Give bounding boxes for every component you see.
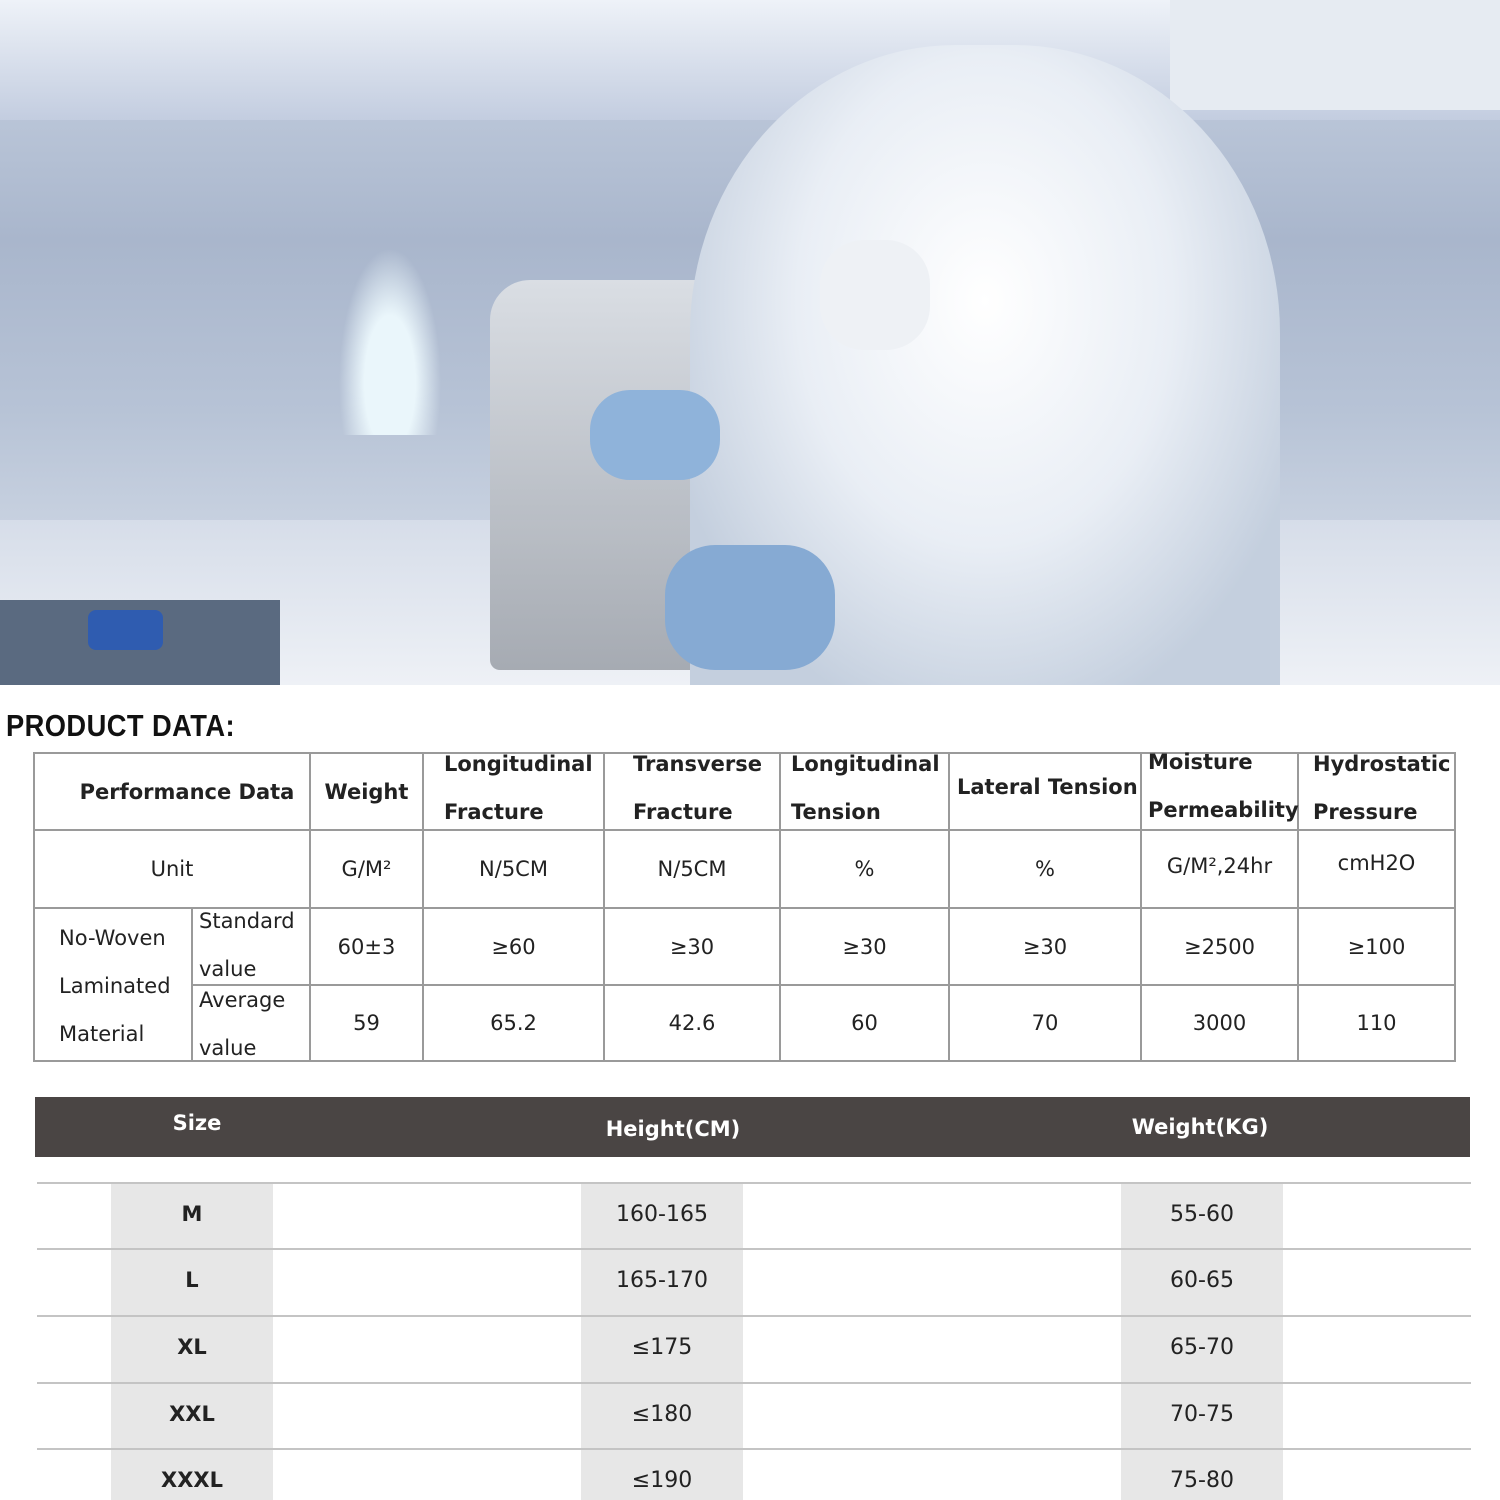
unit-transverse-fracture: N/5CM [657, 857, 727, 881]
row-divider [37, 1182, 1471, 1184]
unit-label: Unit [150, 857, 194, 881]
weight-cell: 55-60 [1170, 1202, 1234, 1227]
lab-photo [0, 0, 1500, 685]
header-size: Size [172, 1111, 222, 1135]
section-title: PRODUCT DATA: [6, 708, 235, 743]
row-label-standard: Standard value [199, 909, 295, 981]
height-cell: 165-170 [616, 1268, 708, 1293]
standard-transverse-fracture: ≥30 [669, 934, 715, 959]
size-cell: M [181, 1202, 203, 1226]
header-weight: Weight [324, 779, 409, 804]
standard-longitudinal-tension: ≥30 [842, 934, 887, 959]
standard-hydrostatic-pressure: ≥100 [1347, 934, 1406, 959]
header-lateral-tension: Lateral Tension [957, 774, 1138, 799]
weight-cell: 60-65 [1170, 1268, 1234, 1293]
weight-cell: 65-70 [1170, 1335, 1234, 1360]
average-longitudinal-fracture: 65.2 [490, 1011, 537, 1035]
height-cell: ≤175 [631, 1335, 693, 1360]
header-transverse-fracture: Transverse Fracture [633, 751, 763, 824]
performance-table: Performance Data Weight Longitudinal Fra… [33, 750, 1456, 1062]
unit-longitudinal-fracture: N/5CM [479, 857, 548, 881]
row-label-average: Average value [199, 988, 286, 1060]
header-hydrostatic-pressure: Hydrostatic Pressure [1313, 751, 1451, 824]
standard-longitudinal-fracture: ≥60 [491, 934, 536, 959]
height-cell: 160-165 [616, 1202, 708, 1227]
header-longitudinal-fracture: Longitudinal Fracture [444, 751, 593, 824]
unit-hydrostatic-pressure: cmH2O [1337, 851, 1416, 875]
header-weight-kg: Weight(KG) [1131, 1115, 1269, 1139]
height-cell: ≤190 [631, 1468, 693, 1493]
height-column-bg [581, 1184, 743, 1500]
average-transverse-fracture: 42.6 [668, 1011, 716, 1035]
weight-cell: 70-75 [1170, 1402, 1234, 1427]
unit-moisture-permeability: G/M²,24hr [1166, 854, 1273, 878]
size-cell: XXL [169, 1402, 215, 1426]
size-cell: L [185, 1268, 199, 1292]
unit-weight: G/M² [341, 857, 392, 881]
row-divider [37, 1315, 1471, 1317]
standard-lateral-tension: ≥30 [1022, 934, 1068, 959]
header-longitudinal-tension: Longitudinal Tension [791, 751, 940, 824]
average-moisture-permeability: 3000 [1192, 1011, 1247, 1035]
row-divider [37, 1382, 1471, 1384]
standard-moisture-permeability: ≥2500 [1183, 934, 1256, 959]
average-weight: 59 [353, 1011, 380, 1035]
average-lateral-tension: 70 [1031, 1011, 1059, 1035]
row-divider [37, 1248, 1471, 1250]
size-cell: XL [177, 1335, 207, 1359]
row-divider [37, 1448, 1471, 1450]
header-performance-data: Performance Data [79, 779, 295, 804]
unit-lateral-tension: % [1035, 857, 1055, 881]
weight-cell: 75-80 [1170, 1468, 1234, 1493]
unit-longitudinal-tension: % [854, 857, 875, 881]
size-cell: XXXL [161, 1468, 223, 1492]
standard-weight: 60±3 [337, 934, 396, 959]
weight-column-bg [1121, 1184, 1283, 1500]
height-cell: ≤180 [631, 1402, 693, 1427]
average-longitudinal-tension: 60 [851, 1011, 878, 1035]
header-moisture-permeability: Moisture Permeability [1148, 749, 1299, 822]
size-table-header: Size Height(CM) Weight(KG) [35, 1097, 1470, 1157]
average-hydrostatic-pressure: 110 [1356, 1011, 1397, 1035]
material-label: No-Woven Laminated Material [59, 926, 171, 1046]
size-column-bg [111, 1184, 273, 1500]
header-height: Height(CM) [605, 1117, 741, 1141]
